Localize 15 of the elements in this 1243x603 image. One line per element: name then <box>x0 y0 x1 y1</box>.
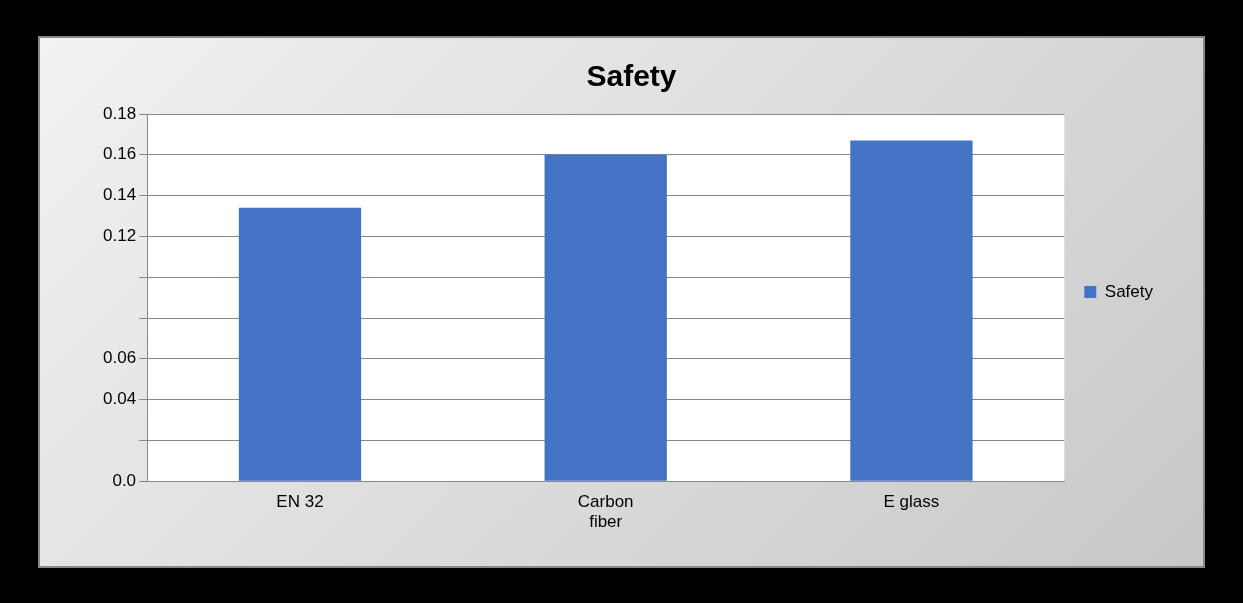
bar <box>850 140 973 481</box>
y-tick-label: 0.04 <box>102 389 137 409</box>
x-tick-label: E glass <box>883 492 940 512</box>
bar <box>544 154 667 481</box>
y-tick-label: 0.16 <box>102 144 137 164</box>
y-tick-label: 0.06 <box>102 348 137 368</box>
x-tick-label: EN 32 <box>276 492 324 512</box>
bar <box>238 207 362 481</box>
x-tick-label: Carbon fiber <box>577 492 634 532</box>
y-tick-label: 0.14 <box>102 185 137 205</box>
y-tick-label: 0.18 <box>102 103 137 123</box>
chart-title: Safety <box>586 59 677 93</box>
y-tick-label: 0.0 <box>112 470 137 490</box>
legend-label: Safety <box>1104 281 1154 301</box>
y-tick-label: 0.12 <box>102 226 137 246</box>
